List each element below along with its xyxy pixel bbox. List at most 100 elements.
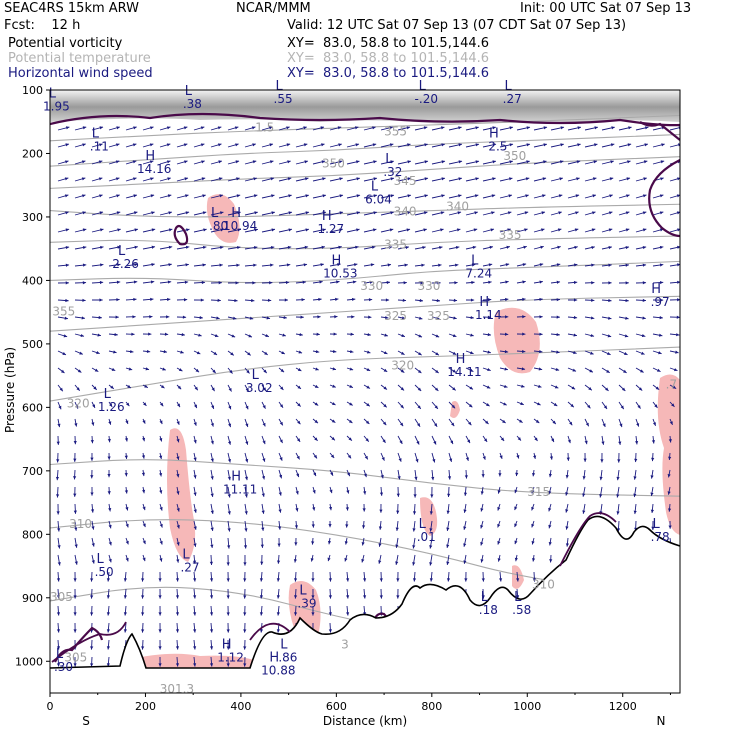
wind-arrowhead	[464, 475, 468, 479]
pv-extremum-value: 1.95	[43, 100, 70, 114]
wind-arrowhead	[659, 194, 664, 198]
wind-arrowhead	[396, 510, 400, 514]
wind-arrowhead	[625, 228, 630, 232]
wind-arrowhead	[509, 143, 514, 147]
wind-arrowhead	[549, 559, 553, 563]
wind-arrowhead	[230, 352, 234, 356]
theta-line-320	[50, 346, 680, 402]
wind-arrowhead	[522, 297, 526, 301]
pv-extremum-type: L	[182, 547, 190, 562]
wind-arrowhead	[184, 160, 188, 164]
wind-arrowhead	[297, 385, 301, 389]
wind-arrowhead	[608, 281, 612, 285]
pv-extremum-value: 2.5	[488, 140, 507, 154]
wind-arrowhead	[248, 334, 252, 338]
wind-arrowhead	[453, 316, 457, 320]
wind-arrowhead	[407, 160, 411, 164]
wind-arrowhead	[199, 316, 203, 320]
wind-arrowhead	[446, 527, 450, 531]
wind-arrowhead	[625, 246, 630, 250]
wind-arrowhead	[65, 228, 70, 232]
wind-arrowhead	[226, 562, 230, 566]
wind-arrowhead	[491, 194, 496, 198]
wind-arrowhead	[252, 143, 256, 147]
wind-arrowhead	[516, 455, 520, 459]
wind-arrowhead	[592, 177, 597, 181]
wind-arrowhead	[133, 297, 137, 302]
wind-arrowhead	[539, 280, 543, 284]
contour-value-label: 330	[360, 279, 383, 293]
wind-arrowhead	[349, 350, 354, 354]
wind-arrowhead	[217, 126, 222, 130]
wind-arrowhead	[333, 332, 337, 336]
wind-arrowhead	[142, 557, 146, 562]
wind-arrowhead	[193, 663, 197, 667]
wind-arrowhead	[458, 160, 463, 164]
wind-arrowhead	[278, 492, 282, 496]
wind-arrowhead	[116, 298, 120, 302]
wind-arrowhead	[434, 423, 438, 427]
wind-arrowhead	[599, 476, 603, 481]
wind-arrowhead	[440, 126, 445, 130]
wind-arrowhead	[296, 455, 300, 460]
wind-arrowhead	[390, 194, 395, 198]
wind-arrowhead	[287, 160, 291, 164]
wind-arrowhead	[90, 475, 94, 479]
wind-arrowhead	[262, 387, 266, 391]
wind-arrowhead	[210, 423, 214, 427]
wind-arrowhead	[523, 245, 527, 249]
wind-arrowhead	[65, 126, 70, 130]
wind-arrowhead	[200, 126, 205, 130]
wind-arrowhead	[193, 646, 197, 650]
wind-arrowhead	[99, 280, 104, 285]
wind-arrowhead	[400, 387, 405, 391]
forecast-hour: Fcst: 12 h	[4, 18, 81, 33]
wind-arrowhead	[418, 316, 423, 320]
pv-extremum-type: H	[331, 254, 341, 269]
wind-arrowhead	[573, 333, 577, 337]
wind-arrowhead	[339, 177, 343, 181]
wind-arrowhead	[279, 474, 283, 479]
wind-arrowhead	[226, 629, 230, 633]
wind-arrowhead	[227, 476, 231, 481]
wind-arrowhead	[349, 367, 354, 371]
wind-arrowhead	[209, 629, 214, 633]
wind-arrowhead	[185, 245, 190, 249]
wind-arrowhead	[73, 595, 77, 599]
wind-arrowhead	[96, 351, 100, 355]
wind-arrowhead	[401, 316, 406, 320]
wind-arrowhead	[569, 421, 573, 426]
wind-arrowhead	[180, 350, 184, 354]
wind-arrowhead	[387, 263, 392, 267]
wind-arrowhead	[651, 526, 655, 530]
wind-arrowhead	[164, 332, 169, 336]
wind-arrowhead	[675, 350, 679, 354]
wind-arrowhead	[635, 441, 639, 445]
wind-arrowhead	[261, 475, 266, 480]
wind-arrowhead	[166, 126, 171, 130]
wind-arrowhead	[158, 663, 162, 667]
wind-arrowhead	[114, 332, 118, 337]
wind-arrowhead	[245, 423, 249, 428]
wind-arrowhead	[522, 263, 527, 267]
wind-arrowhead	[531, 489, 535, 494]
wind-arrowhead	[361, 542, 365, 546]
wind-arrowhead	[659, 298, 664, 302]
wind-arrowhead	[582, 476, 586, 480]
wind-arrowhead	[259, 629, 264, 633]
wind-arrowhead	[412, 578, 417, 582]
wind-arrowhead	[475, 160, 480, 164]
pv-extremum-value: 1.27	[317, 222, 344, 236]
wind-arrowhead	[151, 211, 155, 215]
wind-arrowhead	[301, 298, 305, 302]
pv-extremum-type: L	[56, 647, 64, 662]
wind-arrowhead	[553, 402, 558, 407]
wind-arrowhead	[182, 315, 187, 319]
wind-arrowhead	[366, 367, 371, 371]
wind-arrowhead	[591, 281, 595, 285]
wind-arrowhead	[390, 177, 395, 181]
wind-arrowhead	[201, 280, 206, 285]
contour-value-label: 340	[446, 200, 469, 214]
wind-arrowhead	[302, 280, 306, 284]
wind-arrowhead	[237, 211, 241, 215]
